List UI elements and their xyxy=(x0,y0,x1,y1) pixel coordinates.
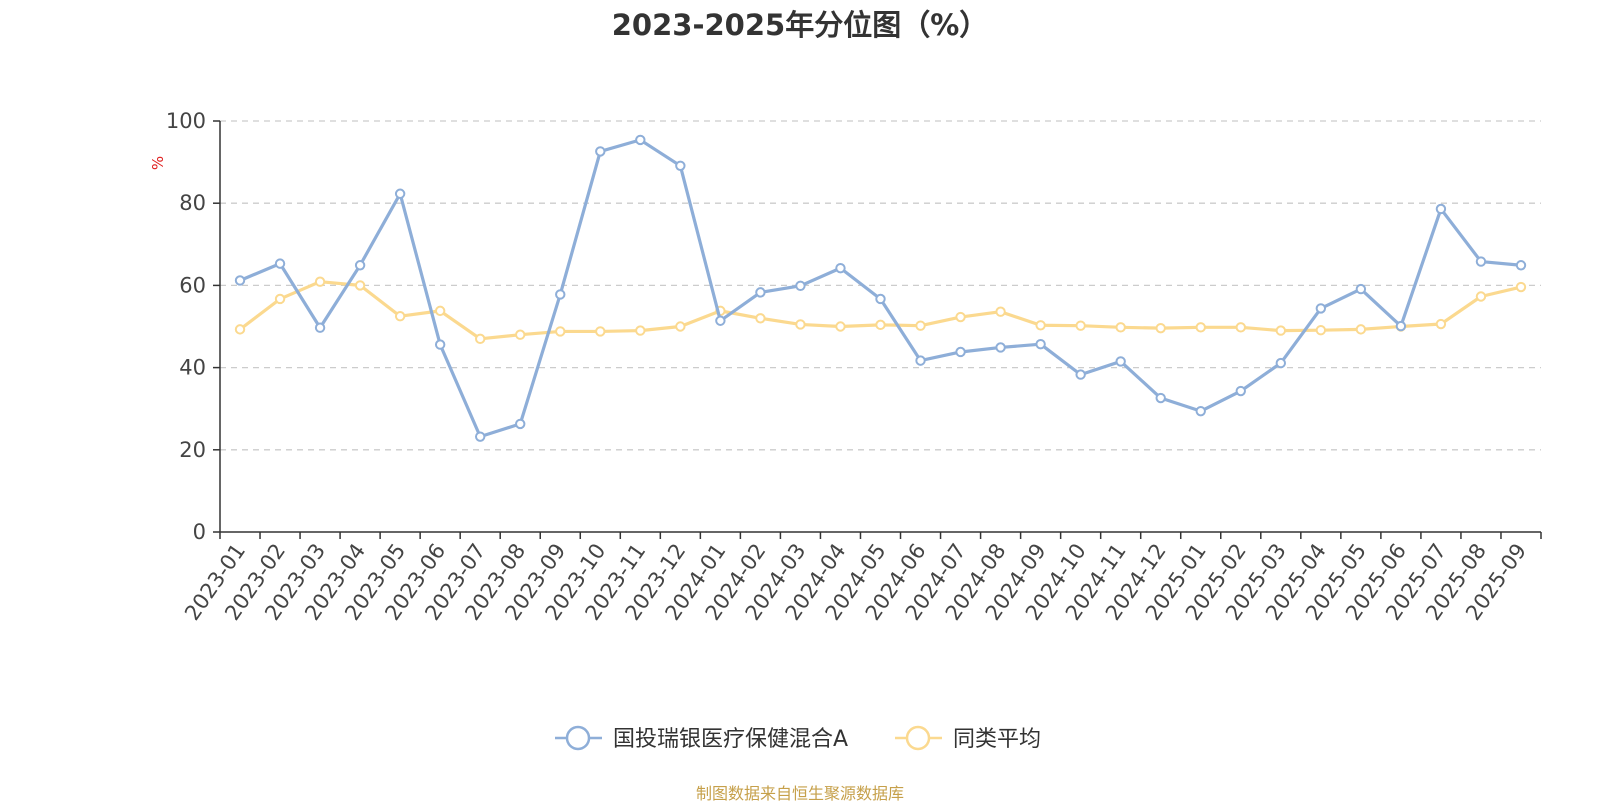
data-point xyxy=(875,293,886,305)
y-axis-label: % xyxy=(149,156,167,170)
data-point xyxy=(515,329,526,340)
data-point xyxy=(635,134,646,146)
data-point xyxy=(1515,260,1527,271)
series-line-0 xyxy=(238,138,1523,439)
data-point xyxy=(835,262,846,274)
data-point xyxy=(1195,405,1206,417)
legend-label: 国投瑞银医疗保健混合A xyxy=(613,727,848,752)
data-point xyxy=(1115,356,1126,367)
data-point xyxy=(1035,338,1046,350)
data-point xyxy=(795,280,806,292)
data-point xyxy=(1475,256,1487,267)
data-point xyxy=(875,319,886,331)
data-point xyxy=(1315,324,1327,336)
data-point xyxy=(354,280,366,291)
data-point xyxy=(1235,322,1246,333)
data-point xyxy=(434,305,446,317)
data-point xyxy=(1435,203,1447,215)
chart-title: 2023-2025年分位图（%） xyxy=(611,8,989,42)
data-point xyxy=(474,431,486,442)
data-point xyxy=(955,346,966,358)
data-point xyxy=(1315,303,1327,314)
data-point xyxy=(995,342,1006,353)
data-point xyxy=(1275,357,1287,369)
data-point xyxy=(515,418,526,430)
source-note: 制图数据来自恒生聚源数据库 xyxy=(695,784,904,803)
data-point xyxy=(314,322,326,333)
data-point xyxy=(1035,320,1046,331)
y-tick-label: 0 xyxy=(193,520,206,544)
data-point xyxy=(234,275,246,286)
data-point xyxy=(394,188,406,199)
data-point xyxy=(274,293,286,305)
axes: 020406080100%2023-012023-022023-032023-0… xyxy=(149,109,1542,625)
data-point xyxy=(915,355,926,366)
data-point xyxy=(555,326,566,337)
y-tick-label: 60 xyxy=(179,273,206,297)
data-point xyxy=(555,289,566,300)
series-layer xyxy=(234,134,1527,442)
data-point xyxy=(474,333,486,345)
data-point xyxy=(675,160,686,171)
data-point xyxy=(1515,281,1527,293)
data-point xyxy=(595,146,606,157)
data-point xyxy=(1275,325,1287,336)
data-point xyxy=(755,287,766,298)
data-point xyxy=(915,320,926,331)
data-point xyxy=(234,324,246,335)
data-point xyxy=(955,311,966,323)
legend: 国投瑞银医疗保健混合A 同类平均 xyxy=(555,725,1041,752)
data-point xyxy=(274,258,286,269)
data-point xyxy=(835,321,846,332)
legend-swatch-marker xyxy=(905,725,931,751)
legend-label: 同类平均 xyxy=(953,727,1041,752)
data-point xyxy=(795,319,806,330)
data-point xyxy=(1115,322,1126,333)
data-point xyxy=(755,313,766,324)
y-tick-label: 100 xyxy=(166,109,206,133)
data-point xyxy=(394,311,406,322)
data-point xyxy=(595,326,606,337)
data-point xyxy=(354,260,366,271)
data-point xyxy=(1355,324,1367,335)
y-tick-label: 40 xyxy=(179,356,206,380)
data-point xyxy=(1075,320,1086,331)
data-point xyxy=(675,321,686,332)
data-point xyxy=(434,339,446,350)
data-point xyxy=(1155,322,1166,334)
data-point xyxy=(635,325,646,336)
data-point xyxy=(1475,291,1487,302)
legend-swatch-marker xyxy=(565,725,591,751)
data-point xyxy=(1435,318,1447,330)
data-point xyxy=(1235,385,1246,397)
data-point xyxy=(715,315,726,326)
data-point xyxy=(995,306,1006,317)
data-point xyxy=(1355,283,1367,295)
y-tick-label: 20 xyxy=(179,438,206,462)
data-point xyxy=(1195,322,1206,333)
data-point xyxy=(1155,392,1166,404)
data-point xyxy=(314,276,326,287)
data-point xyxy=(1075,369,1086,380)
grid-lines xyxy=(220,120,1541,451)
y-tick-label: 80 xyxy=(179,191,206,215)
data-point xyxy=(1395,320,1407,332)
